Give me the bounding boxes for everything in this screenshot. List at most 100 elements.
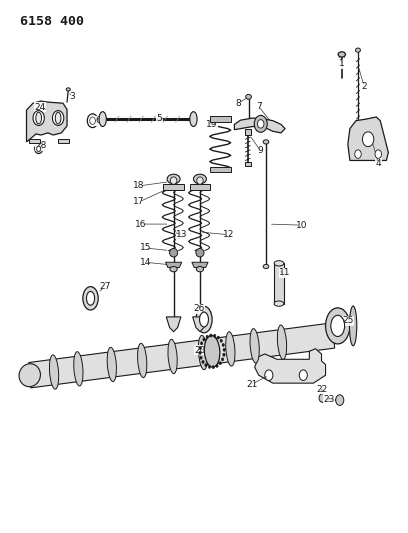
Circle shape — [213, 334, 216, 337]
Ellipse shape — [338, 52, 346, 57]
Circle shape — [200, 342, 203, 345]
Ellipse shape — [197, 177, 203, 184]
Text: 9: 9 — [258, 147, 264, 156]
Text: 3: 3 — [69, 92, 75, 101]
Text: 22: 22 — [316, 385, 327, 394]
Bar — [164, 184, 184, 190]
Bar — [274, 263, 284, 304]
Circle shape — [375, 150, 381, 158]
Circle shape — [210, 334, 212, 337]
Circle shape — [90, 117, 95, 124]
Polygon shape — [348, 117, 388, 160]
Ellipse shape — [74, 352, 83, 386]
Circle shape — [199, 351, 201, 354]
Ellipse shape — [326, 308, 350, 344]
Bar — [210, 167, 231, 172]
Ellipse shape — [37, 146, 41, 151]
Polygon shape — [234, 118, 285, 133]
Ellipse shape — [250, 329, 259, 363]
Text: 6: 6 — [96, 116, 102, 125]
Text: 1: 1 — [339, 60, 345, 68]
Circle shape — [265, 370, 273, 381]
Circle shape — [203, 338, 205, 341]
Text: 11: 11 — [279, 268, 291, 277]
Text: 6158 400: 6158 400 — [20, 14, 84, 28]
Circle shape — [216, 365, 218, 367]
Ellipse shape — [277, 325, 287, 359]
Text: 26: 26 — [193, 304, 205, 313]
Ellipse shape — [263, 140, 269, 144]
Ellipse shape — [331, 316, 345, 336]
Circle shape — [200, 356, 202, 359]
Circle shape — [355, 150, 361, 158]
Circle shape — [212, 366, 215, 369]
Circle shape — [319, 394, 326, 402]
Text: 19: 19 — [206, 120, 218, 129]
Text: 12: 12 — [223, 230, 234, 239]
Ellipse shape — [168, 340, 177, 374]
Ellipse shape — [263, 264, 269, 269]
Text: 8: 8 — [235, 99, 241, 108]
Text: 23: 23 — [323, 394, 335, 403]
Polygon shape — [27, 101, 67, 142]
Circle shape — [33, 111, 44, 125]
Polygon shape — [166, 317, 181, 332]
Bar — [244, 161, 251, 166]
Circle shape — [208, 365, 211, 368]
Circle shape — [220, 339, 222, 342]
Text: 15: 15 — [140, 244, 151, 253]
Ellipse shape — [196, 266, 204, 272]
Circle shape — [206, 335, 208, 338]
Ellipse shape — [19, 364, 40, 386]
Circle shape — [87, 114, 98, 127]
Circle shape — [257, 119, 264, 128]
Ellipse shape — [171, 177, 177, 184]
Circle shape — [223, 348, 225, 351]
Text: 21: 21 — [246, 379, 257, 389]
Bar — [210, 116, 231, 122]
Circle shape — [205, 364, 207, 367]
Circle shape — [336, 395, 344, 406]
Ellipse shape — [226, 332, 235, 366]
Polygon shape — [166, 262, 182, 268]
Text: 20: 20 — [194, 346, 206, 355]
Text: 2: 2 — [361, 82, 367, 91]
Text: 5: 5 — [157, 114, 162, 123]
Ellipse shape — [170, 248, 177, 257]
Ellipse shape — [196, 248, 204, 257]
Ellipse shape — [49, 355, 59, 389]
Circle shape — [222, 358, 224, 361]
Bar — [190, 184, 210, 190]
Ellipse shape — [274, 261, 284, 266]
Ellipse shape — [35, 144, 43, 154]
Text: 10: 10 — [295, 221, 307, 230]
Ellipse shape — [355, 48, 360, 52]
Circle shape — [299, 370, 307, 381]
Ellipse shape — [99, 112, 106, 126]
Ellipse shape — [198, 335, 208, 370]
Circle shape — [254, 115, 267, 132]
Text: 4: 4 — [375, 159, 381, 167]
Circle shape — [217, 336, 220, 339]
Polygon shape — [29, 323, 335, 388]
Ellipse shape — [137, 343, 147, 378]
Text: 16: 16 — [135, 220, 147, 229]
Circle shape — [222, 343, 224, 346]
Bar — [29, 139, 40, 143]
Text: 14: 14 — [140, 258, 151, 266]
Polygon shape — [193, 317, 207, 332]
Bar — [244, 128, 251, 135]
Ellipse shape — [190, 112, 197, 126]
Ellipse shape — [167, 174, 180, 184]
Bar — [58, 139, 69, 143]
Circle shape — [53, 111, 64, 125]
Text: 24: 24 — [34, 103, 46, 112]
Ellipse shape — [107, 348, 116, 382]
Text: 18: 18 — [133, 181, 145, 190]
Circle shape — [362, 132, 374, 147]
Ellipse shape — [204, 335, 220, 367]
Circle shape — [219, 361, 222, 365]
Ellipse shape — [246, 94, 251, 99]
Text: 7: 7 — [256, 102, 262, 111]
Ellipse shape — [274, 301, 284, 306]
